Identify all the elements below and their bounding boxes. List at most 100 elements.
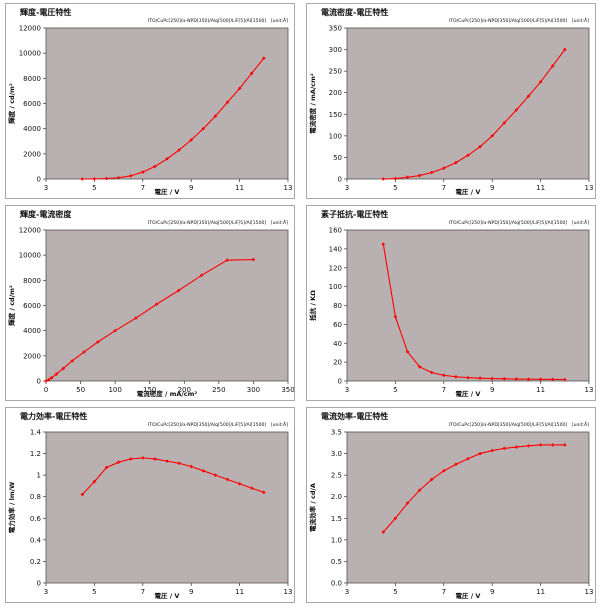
- data-point: [478, 376, 482, 380]
- x-tick-label: 13: [284, 184, 293, 192]
- y-tick-label: 100: [329, 283, 342, 291]
- chart-svg-2: 輝度-電流密度 ITO/CuPc[250]/α-NPD[350]/Alq[500]…: [7, 209, 294, 398]
- y-tick-label: 40: [333, 340, 342, 348]
- data-point: [237, 481, 242, 486]
- chart-subtitle: ITO/CuPc[250]/α-NPD[350]/Alq[500]/LiF[5]…: [148, 421, 288, 428]
- chart-title: 電力効率-電圧特性: [20, 411, 87, 421]
- y-tick-label: 1.2: [30, 450, 41, 458]
- data-point: [249, 71, 254, 76]
- data-point: [466, 375, 470, 380]
- y-tick-label: 200: [329, 89, 342, 97]
- data-point: [538, 443, 543, 447]
- data-point: [201, 469, 206, 473]
- x-axis-label: 電圧 / V: [456, 187, 481, 196]
- data-point: [80, 177, 85, 181]
- y-tick-label: 2.0: [331, 493, 342, 501]
- chart-subtitle: ITO/CuPc[250]/α-NPD[350]/Alq[500]/LiF[5]…: [449, 17, 589, 24]
- chart-title: 素子抵抗-電圧特性: [321, 209, 388, 219]
- data-point: [46, 377, 51, 382]
- data-point: [249, 486, 254, 490]
- chart-title: 電流効率-電圧特性: [321, 411, 388, 421]
- data-point: [538, 377, 543, 382]
- x-tick-label: 5: [393, 588, 397, 596]
- x-axis-label: 電圧 / V: [456, 591, 481, 600]
- data-point: [490, 134, 494, 138]
- y-axis-label: 輝度 / cd/m²: [7, 83, 16, 125]
- data-point: [237, 86, 242, 91]
- y-tick-label: 0.0: [331, 580, 342, 588]
- data-point: [189, 464, 193, 469]
- y-tick-label: 140: [329, 245, 342, 253]
- y-tick-label: 100: [329, 132, 342, 140]
- x-tick-label: 9: [490, 588, 494, 596]
- y-tick-label: 300: [329, 46, 342, 54]
- data-point: [92, 177, 97, 181]
- data-point: [189, 138, 193, 142]
- y-tick-label: 10000: [19, 50, 41, 58]
- data-point: [563, 443, 567, 447]
- plot-area: [346, 229, 590, 382]
- x-tick-label: 5: [393, 184, 397, 192]
- x-tick-label: 7: [442, 588, 446, 596]
- data-point: [153, 164, 157, 169]
- data-point: [154, 302, 159, 307]
- y-axis-label: 抵抗 / KΩ: [308, 290, 317, 321]
- x-tick-label: 7: [141, 588, 145, 596]
- y-tick-label: 0.2: [30, 558, 41, 566]
- data-point: [478, 144, 482, 149]
- y-tick-label: 0.5: [331, 558, 342, 566]
- data-point: [165, 157, 169, 161]
- data-point: [454, 160, 458, 165]
- plot-area: [45, 27, 289, 180]
- y-tick-label: 6000: [23, 100, 41, 108]
- chart-panel-0: 輝度-電圧特性 ITO/CuPc[250]/α-NPD[350]/Alq[500]…: [5, 3, 295, 199]
- y-tick-label: 12000: [19, 227, 41, 235]
- x-axis-label: 電流密度 / mA/cm²: [137, 389, 198, 398]
- y-tick-label: 160: [329, 227, 342, 235]
- series-line: [382, 244, 565, 381]
- y-tick-label: 120: [329, 264, 342, 272]
- y-tick-label: 4000: [23, 125, 41, 133]
- y-tick-label: 0: [338, 176, 342, 184]
- x-tick-label: 3: [345, 588, 349, 596]
- y-tick-label: 3.0: [331, 450, 342, 458]
- y-tick-label: 1.5: [331, 515, 342, 523]
- data-point: [49, 376, 54, 380]
- x-axis-label: 電圧 / V: [456, 389, 481, 398]
- y-tick-label: 250: [329, 68, 342, 76]
- data-point: [199, 273, 204, 278]
- data-point: [502, 121, 507, 125]
- data-point: [61, 366, 66, 371]
- y-tick-label: 6000: [23, 302, 41, 310]
- data-point: [165, 459, 169, 463]
- data-point: [538, 80, 543, 84]
- x-tick-label: 0: [44, 386, 48, 394]
- y-tick-label: 20: [333, 359, 342, 367]
- x-tick-label: 250: [212, 386, 225, 394]
- x-tick-label: 5: [92, 588, 96, 596]
- x-tick-label: 11: [235, 184, 244, 192]
- x-tick-label: 3: [345, 184, 349, 192]
- data-point: [563, 47, 567, 52]
- chart-svg-5: 電流効率-電圧特性 ITO/CuPc[250]/α-NPD[350]/Alq[50…: [308, 411, 594, 600]
- x-tick-label: 13: [585, 386, 594, 394]
- chart-subtitle: ITO/CuPc[250]/α-NPD[350]/Alq[500]/LiF[5]…: [148, 219, 288, 226]
- data-point: [405, 349, 410, 354]
- x-tick-label: 7: [442, 386, 446, 394]
- data-point: [393, 516, 398, 521]
- x-tick-label: 3: [44, 184, 48, 192]
- plot-area: [346, 431, 590, 584]
- y-tick-label: 80: [333, 302, 342, 310]
- y-tick-label: 0.8: [30, 493, 41, 501]
- chart-subtitle: ITO/CuPc[250]/α-NPD[350]/Alq[500]/LiF[5]…: [148, 17, 288, 24]
- x-tick-label: 13: [585, 588, 594, 596]
- x-tick-label: 3: [345, 386, 349, 394]
- data-point: [82, 350, 86, 354]
- data-point: [201, 126, 206, 131]
- x-tick-label: 13: [585, 184, 594, 192]
- y-tick-label: 8000: [23, 75, 41, 83]
- data-point: [225, 100, 230, 105]
- data-point: [92, 479, 97, 484]
- data-point: [70, 359, 75, 363]
- data-point: [44, 379, 48, 383]
